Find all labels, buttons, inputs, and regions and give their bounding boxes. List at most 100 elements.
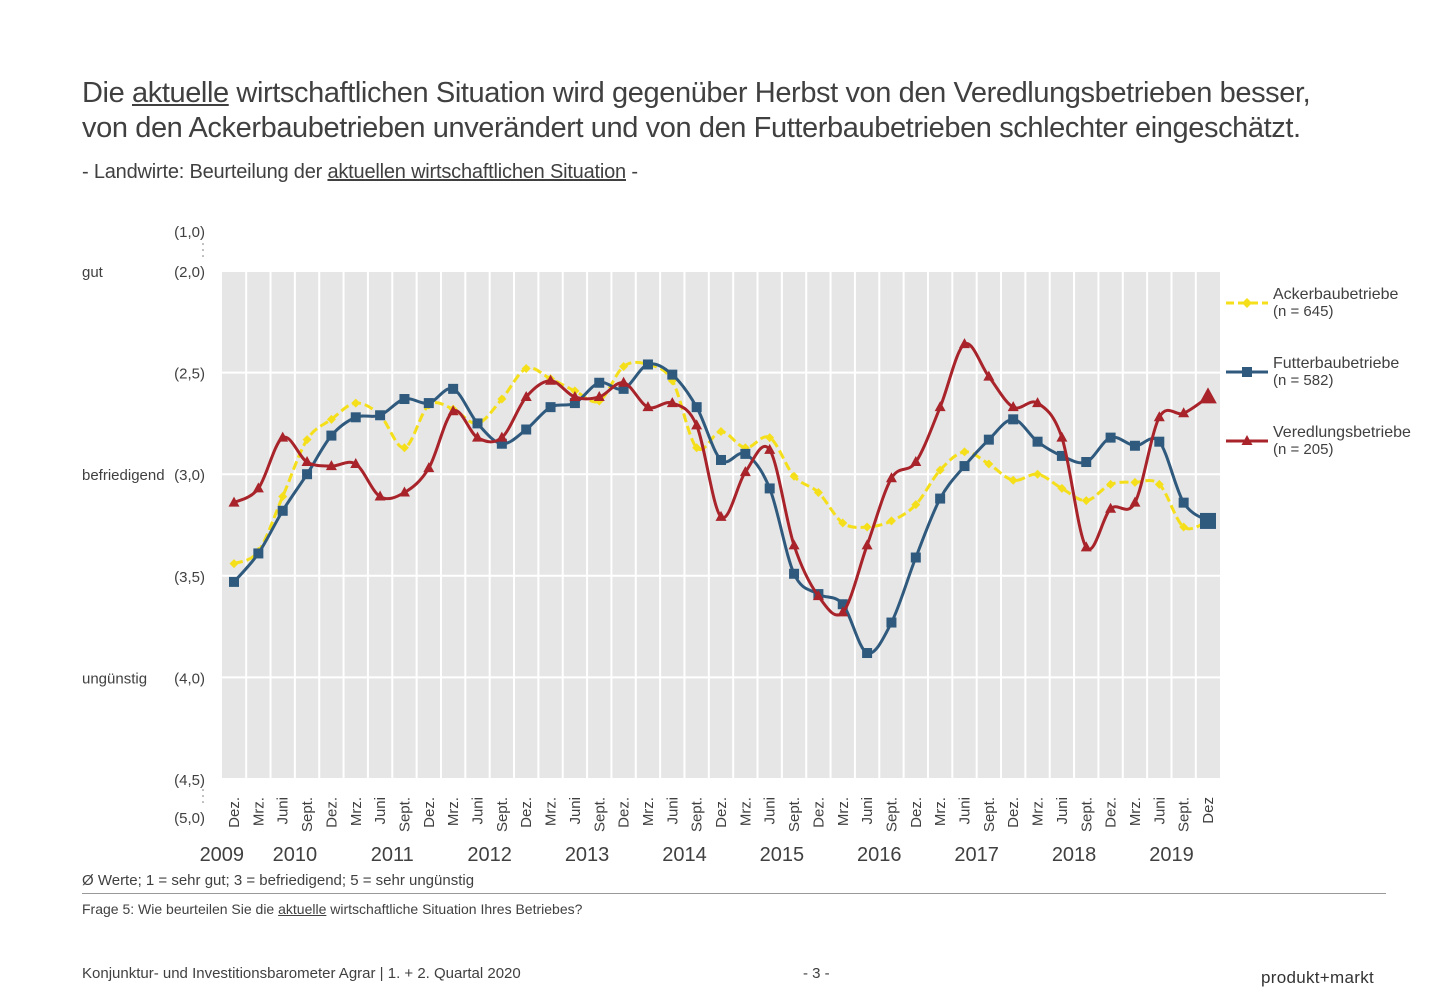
x-tick-label: Dez. bbox=[421, 797, 438, 828]
y-break-label: (5,0) bbox=[174, 810, 205, 827]
x-tick-label: Dez. bbox=[323, 797, 340, 828]
subtitle-underlined: aktuellen wirtschaftlichen Situation bbox=[327, 161, 626, 183]
x-tick-label: Juni bbox=[1054, 797, 1071, 825]
x-tick-label: Dez. bbox=[908, 797, 925, 828]
marker bbox=[984, 459, 994, 469]
marker bbox=[351, 398, 361, 408]
marker bbox=[423, 398, 434, 409]
marker bbox=[594, 377, 605, 388]
x-tick-label: Sept. bbox=[396, 797, 413, 832]
year-label: 2012 bbox=[467, 844, 512, 866]
marker bbox=[277, 505, 288, 516]
x-tick-label: Sept. bbox=[981, 797, 998, 832]
x-tick-label: Mrz. bbox=[640, 797, 657, 826]
x-tick-label: Dez. bbox=[713, 797, 730, 828]
y-tick-label: (4,0) bbox=[174, 670, 205, 687]
x-tick-label: Juni bbox=[470, 797, 487, 825]
marker bbox=[1081, 457, 1092, 468]
marker bbox=[229, 576, 239, 587]
x-tick-label: Mrz. bbox=[1127, 797, 1144, 826]
title: Die aktuelle wirtschaftlichen Situation … bbox=[82, 76, 1311, 146]
marker bbox=[277, 431, 289, 442]
marker bbox=[1081, 496, 1091, 506]
marker bbox=[398, 486, 410, 497]
marker bbox=[325, 460, 337, 471]
legend-label: Futterbaubetriebe bbox=[1273, 355, 1399, 372]
marker bbox=[1178, 407, 1190, 418]
legend-marker bbox=[1241, 435, 1253, 445]
marker bbox=[228, 496, 240, 507]
marker bbox=[716, 454, 726, 465]
x-tick-label: Dez. bbox=[1005, 797, 1022, 828]
subtitle-prefix: - Landwirte: Beurteilung der bbox=[82, 161, 328, 183]
marker bbox=[302, 469, 313, 480]
x-tick-label: Dez. bbox=[226, 797, 243, 828]
title-rest: wirtschaftlichen Situation wird gegenübe… bbox=[228, 77, 1311, 109]
year-label: 2017 bbox=[954, 844, 999, 866]
marker bbox=[692, 443, 702, 453]
x-tick-label: Mrz. bbox=[737, 797, 754, 826]
x-tick-label: Sept. bbox=[1078, 797, 1095, 832]
brand: produkt+markt bbox=[1261, 968, 1375, 987]
x-tick-label: Dez. bbox=[810, 797, 827, 828]
marker bbox=[812, 590, 824, 601]
x-tick-label: Mrz. bbox=[1030, 797, 1047, 826]
question-prefix: Frage 5: Wie beurteilen Sie die bbox=[82, 901, 279, 917]
marker bbox=[910, 456, 922, 467]
marker bbox=[837, 599, 848, 610]
x-tick-label: Juni bbox=[275, 797, 292, 825]
y-break-label: (1,0) bbox=[174, 224, 205, 241]
y-tick-label: (3,5) bbox=[174, 569, 205, 586]
marker bbox=[739, 466, 751, 477]
marker bbox=[278, 492, 288, 502]
marker bbox=[1056, 431, 1068, 442]
marker bbox=[1129, 440, 1140, 451]
legend-label: Ackerbaubetriebe bbox=[1273, 286, 1399, 303]
marker bbox=[716, 427, 726, 437]
marker bbox=[496, 431, 508, 442]
marker bbox=[472, 418, 483, 429]
marker bbox=[667, 369, 678, 380]
marker bbox=[959, 461, 970, 472]
marker bbox=[862, 522, 872, 532]
marker bbox=[1008, 414, 1019, 425]
x-tick-label: Dez. bbox=[518, 797, 535, 828]
title-prefix: Die bbox=[82, 77, 132, 109]
marker bbox=[959, 338, 970, 349]
page-number: - 3 - bbox=[803, 965, 830, 982]
marker bbox=[862, 648, 873, 659]
marker bbox=[497, 394, 507, 404]
x-tick-label: Sept. bbox=[689, 797, 706, 832]
marker bbox=[935, 465, 945, 475]
x-tick-label: Mrz. bbox=[250, 797, 267, 826]
marker bbox=[570, 386, 580, 396]
marker bbox=[326, 430, 337, 441]
marker bbox=[837, 606, 849, 617]
marker bbox=[1057, 483, 1067, 493]
marker bbox=[886, 516, 896, 526]
marker bbox=[910, 552, 921, 563]
marker bbox=[715, 510, 727, 521]
x-tick-label: Sept. bbox=[883, 797, 900, 832]
marker bbox=[350, 458, 362, 469]
year-label: 2016 bbox=[857, 844, 902, 866]
marker bbox=[253, 548, 264, 559]
footer-text: Konjunktur- und Investitionsbarometer Ag… bbox=[82, 965, 521, 982]
marker bbox=[350, 412, 361, 423]
marker bbox=[885, 472, 897, 483]
legend-sample: (n = 205) bbox=[1273, 441, 1333, 458]
year-label: 2013 bbox=[565, 844, 610, 866]
marker bbox=[934, 401, 946, 412]
marker bbox=[521, 424, 532, 435]
x-tick-label: Juni bbox=[1151, 797, 1168, 825]
x-tick-label: Mrz. bbox=[445, 797, 462, 826]
marker bbox=[691, 402, 702, 413]
marker bbox=[789, 471, 799, 481]
marker bbox=[1080, 541, 1092, 552]
marker bbox=[1007, 401, 1019, 412]
marker bbox=[1153, 411, 1165, 422]
x-tick-label: Juni bbox=[957, 797, 974, 825]
marker bbox=[619, 362, 629, 372]
marker bbox=[1154, 479, 1164, 489]
subtitle-suffix: - bbox=[625, 161, 638, 183]
